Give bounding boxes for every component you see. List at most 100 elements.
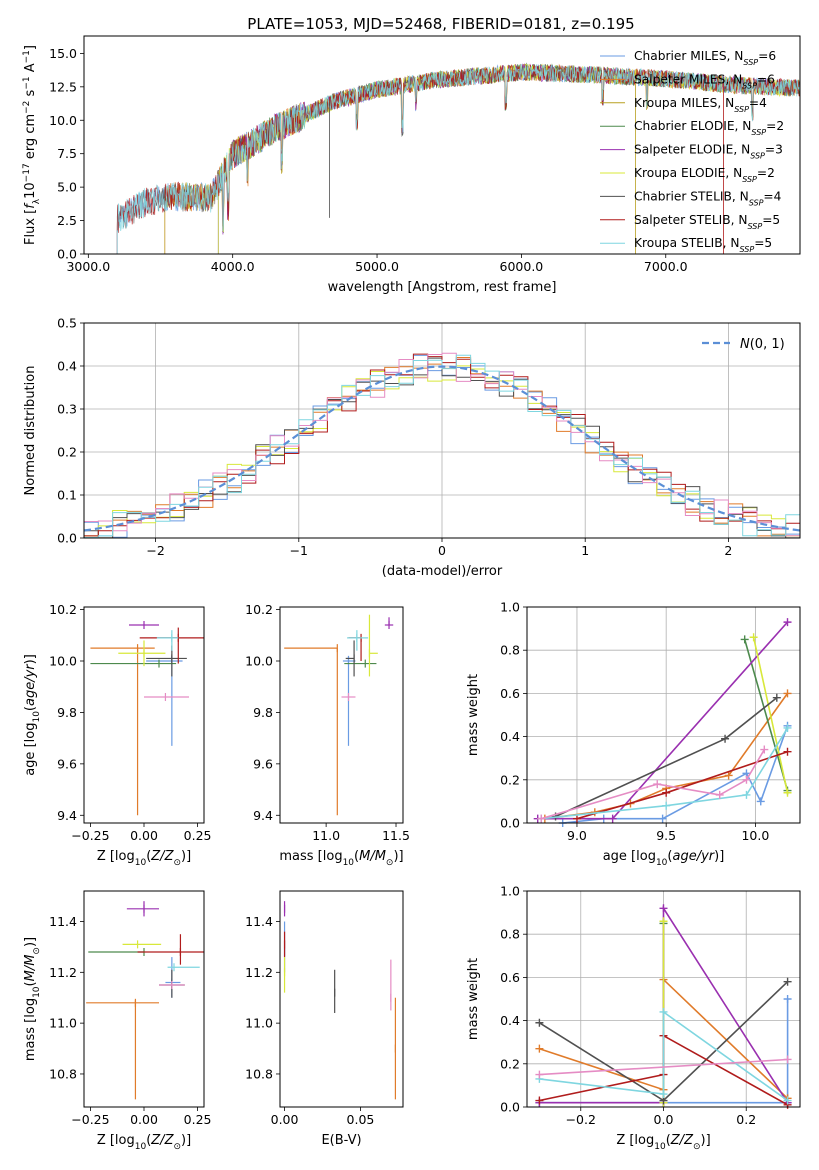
y-tick-label: 0.4 [57,359,77,374]
y-tick-label: 9.4 [253,808,273,823]
y-tick-label: 0.4 [500,729,520,744]
x-axis-label: age [log10(age/yr)] [603,849,725,868]
x-tick-label: 6000.0 [500,259,544,274]
y-tick-label: 15.0 [49,46,77,61]
y-tick-label: 0.0 [57,531,77,546]
x-tick-label: 10.0 [741,828,769,843]
weight-lines [533,618,792,827]
y-tick-label: 9.6 [57,756,77,771]
y-tick-label: 0.8 [500,927,520,942]
y-tick-label: 2.5 [57,213,77,228]
x-tick-label: 0.25 [184,1112,212,1127]
x-tick-label: 4000.0 [211,259,255,274]
weight-series-line [743,639,789,791]
weight-series-line [539,1058,788,1076]
y-tick-label: 0.1 [57,488,77,503]
y-tick-label: 0.2 [500,1056,520,1071]
weight-marker [783,995,792,1003]
legend-label: Salpeter MILES, NSSP=6 [634,72,775,90]
y-tick-label: 11.0 [49,1016,77,1031]
weight-series-line [541,727,789,820]
weight-marker [740,635,749,644]
error-bars [90,621,204,816]
weight-marker [772,693,781,702]
y-tick-label: 10.8 [49,1066,77,1081]
legend-label: Chabrier STELIB, NSSP=4 [634,189,782,207]
y-tick-label: 0.2 [500,772,520,787]
x-tick-label: 0.0 [654,1112,674,1127]
weight-marker [659,917,668,926]
weight-marker [658,814,667,823]
weight-marker [535,1044,544,1053]
weight-marker [662,801,671,810]
legend-label: Kroupa STELIB, NSSP=5 [634,236,772,254]
x-axis-label: wavelength [Angstrom, rest frame] [328,280,557,295]
y-tick-label: 7.5 [57,146,77,161]
mass-weight-vs-metallicity-panel: −0.2 0.0 0.2 0.0 0.2 0.4 0.6 0.8 1.0 Z [log10(Z/Z… [466,884,801,1152]
x-tick-label: 0.25 [184,828,212,843]
x-tick-label: 2 [724,543,732,558]
spectrum-legend: Chabrier MILES, NSSP=6 Salpeter MILES, NS… [600,49,784,254]
x-tick-label: 3000.0 [66,259,110,274]
y-tick-label: 0.4 [500,1013,520,1028]
weight-marker [783,618,792,627]
weight-marker [659,1090,668,1099]
y-tick-label: 0.6 [500,970,520,985]
spectrum-lines [116,62,800,254]
weight-marker [742,790,751,799]
weight-marker [721,734,730,743]
weight-marker [535,1096,544,1105]
y-tick-label: 0.3 [57,402,77,417]
x-tick-label: 0.05 [347,1112,375,1127]
y-tick-label: 9.4 [57,808,77,823]
y-tick-label: 0.2 [57,445,77,460]
x-tick-label: 9.5 [656,828,676,843]
weight-marker [742,775,751,784]
weight-marker [659,904,668,913]
x-axis-label: Z [log10(Z/Z⊙)] [97,1133,191,1152]
weight-series-line [539,1010,789,1102]
figure-title: PLATE=1053, MJD=52468, FIBERID=0181, z=0… [247,15,634,33]
weight-marker [783,977,792,986]
x-tick-label: 1 [581,543,589,558]
histogram-series [84,354,800,538]
y-tick-label: 11.4 [49,914,77,929]
y-tick-label: 0.6 [500,686,520,701]
legend-label: Kroupa MILES, NSSP=4 [634,96,767,114]
y-tick-label: 9.8 [57,705,77,720]
weight-marker [535,1070,544,1079]
axes-frame [279,890,404,1108]
x-tick-label: 0.00 [271,1112,299,1127]
weight-marker [783,788,792,797]
spectrum-series-line [116,63,800,254]
legend-label: Chabrier ELODIE, NSSP=2 [634,119,784,137]
weight-marker [760,745,769,754]
y-tick-label: 10.2 [245,602,273,617]
y-tick-label: 5.0 [57,180,77,195]
weight-marker [535,1018,544,1027]
y-tick-label: 0.0 [500,1100,520,1115]
y-tick-label: 0.5 [57,316,77,331]
weight-marker [783,723,792,732]
x-tick-label: −0.25 [71,1112,109,1127]
x-tick-label: 5000.0 [355,259,399,274]
y-tick-label: 10.0 [49,654,77,669]
weight-marker [783,1055,792,1064]
histogram-steps [84,352,800,538]
y-axis-label: mass weight [466,674,481,756]
legend-label: Salpeter STELIB, NSSP=5 [634,213,780,231]
y-tick-label: 11.2 [49,965,77,980]
x-tick-label: −2 [146,543,164,558]
x-tick-label: 11.5 [382,828,410,843]
x-tick-label: −0.25 [71,828,109,843]
weight-marker [572,814,581,823]
y-tick-label: 9.8 [253,705,273,720]
x-tick-label: 9.0 [567,828,587,843]
x-tick-label: 0.2 [736,1112,756,1127]
x-axis-label: E(B-V) [321,1133,361,1148]
x-tick-label: 0.00 [130,1112,158,1127]
axes-frame [526,606,801,824]
y-axis-label: mass weight [466,958,481,1040]
y-tick-label: 12.5 [49,79,77,94]
